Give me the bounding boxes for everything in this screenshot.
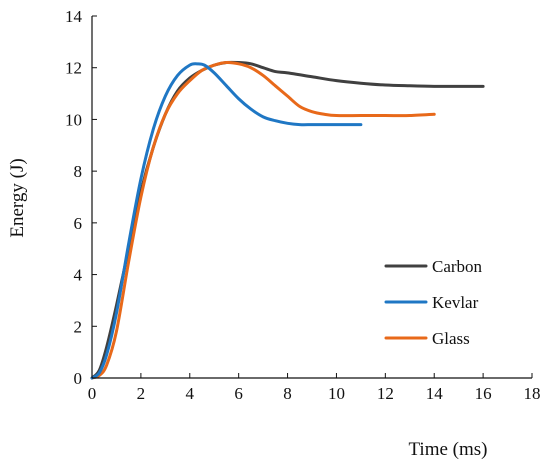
y-tick-label: 6 bbox=[74, 214, 83, 233]
x-tick-label: 12 bbox=[377, 384, 394, 403]
x-axis-title: Time (ms) bbox=[408, 439, 487, 460]
legend-label-glass: Glass bbox=[432, 329, 470, 348]
legend: Carbon Kevlar Glass bbox=[384, 257, 483, 348]
x-tick-label: 2 bbox=[137, 384, 146, 403]
y-tick-label: 4 bbox=[74, 266, 83, 285]
series-line-glass bbox=[90, 61, 436, 380]
axes bbox=[91, 16, 532, 379]
legend-label-carbon: Carbon bbox=[432, 257, 483, 276]
y-tick-label: 2 bbox=[74, 317, 83, 336]
x-tick-label: 8 bbox=[283, 384, 292, 403]
y-axis-title: Energy (J) bbox=[7, 158, 28, 237]
plot-lines bbox=[90, 60, 485, 380]
x-tick-label: 6 bbox=[234, 384, 243, 403]
series-line-kevlar bbox=[90, 62, 363, 380]
x-tick-label: 16 bbox=[475, 384, 492, 403]
x-tick-label: 0 bbox=[88, 384, 97, 403]
ticks: 0 2 4 6 8 10 12 14 16 18 0 2 4 6 8 10 12 14 bbox=[65, 7, 541, 403]
y-tick-label: 12 bbox=[65, 59, 82, 78]
x-tick-label: 10 bbox=[328, 384, 345, 403]
x-tick-label: 18 bbox=[524, 384, 541, 403]
x-tick-label: 4 bbox=[186, 384, 195, 403]
y-tick-label: 0 bbox=[74, 369, 83, 388]
y-tick-label: 8 bbox=[74, 162, 83, 181]
legend-label-kevlar: Kevlar bbox=[432, 293, 479, 312]
y-tick-label: 10 bbox=[65, 110, 82, 129]
x-tick-label: 14 bbox=[426, 384, 444, 403]
y-tick-label: 14 bbox=[65, 7, 83, 26]
